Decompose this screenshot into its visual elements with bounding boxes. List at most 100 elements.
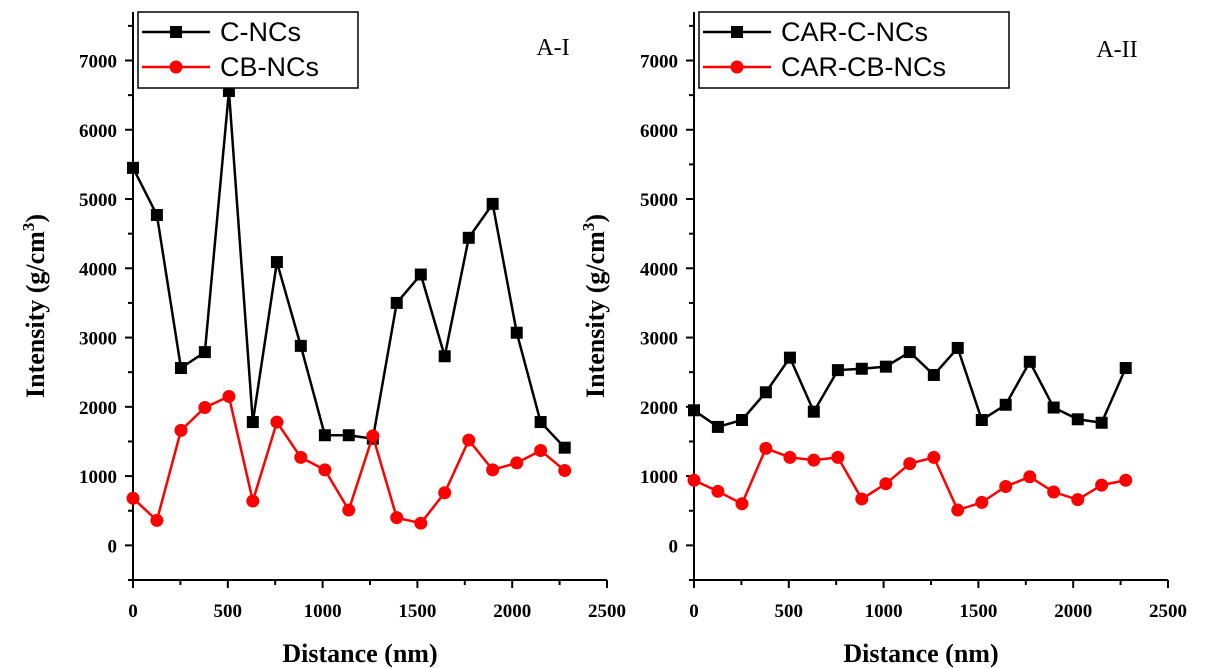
data-point-square [735,413,748,426]
y-tick-label: 5000 [79,190,117,211]
data-point-circle [390,511,404,525]
y-axis-title-superscript: 3 [579,223,598,232]
data-point-circle [366,429,380,443]
data-point-square [510,326,523,339]
data-point-square [1119,362,1132,375]
data-point-square [1095,416,1108,429]
data-point-circle [903,457,917,471]
data-point-circle [951,503,965,517]
data-point-circle [999,479,1013,493]
data-point-square [486,197,499,210]
y-axis-title: Intensity (g/cm3) [19,214,50,398]
data-point-square [903,346,916,359]
data-point-circle [879,477,893,491]
x-tick-label: 1500 [959,601,997,622]
data-point-square [759,386,772,399]
data-point-circle [1071,493,1085,507]
y-tick-label: 1000 [640,467,678,488]
data-point-circle [174,423,188,437]
panel-label: A-I [536,35,569,61]
y-tick-label: 3000 [79,329,117,350]
data-point-square [246,416,259,429]
data-point-circle [975,495,989,509]
data-point-square [318,429,331,442]
x-tick-label: 500 [214,601,243,622]
data-point-circle [342,503,356,517]
data-point-circle [1023,470,1037,484]
y-tick-label: 0 [108,536,118,557]
legend-marker-square [170,26,182,38]
data-point-circle [198,401,212,415]
data-point-square [414,268,427,281]
legend: CAR-C-NCs CAR-CB-NCs [698,11,1010,89]
data-point-circle [807,453,821,467]
y-axis-title-close: ) [581,214,610,223]
data-point-circle [783,450,797,464]
data-point-square [270,256,283,269]
series-car-c-ncs [688,341,1132,433]
data-point-square [150,208,163,221]
series-cb-ncs [126,389,572,530]
legend-label: CAR-CB-NCs [781,52,946,82]
y-tick-label: 1000 [79,467,117,488]
chart-panel-a-ii: 0 1000 2000 3000 4000 5000 6000 7000 0 500 1000 150… [579,11,1187,668]
x-axis-title: Distance (nm) [282,639,437,668]
x-axis-title: Distance (nm) [843,639,998,668]
data-point-circle [534,443,548,457]
data-point-square [711,420,724,433]
series-line [693,345,1127,429]
data-point-square [807,405,820,418]
x-tick-label: 500 [775,601,804,622]
y-tick-label: 6000 [640,121,678,142]
data-point-square [1071,413,1084,426]
legend-label: CAR-C-NCs [781,17,928,47]
data-point-square [688,404,700,417]
data-point-circle [1119,473,1133,487]
y-tick-label: 7000 [79,51,117,72]
data-point-circle [759,441,773,455]
x-tick-label: 2500 [588,601,626,622]
data-point-square [127,161,139,174]
data-point-square [951,341,964,354]
data-point-circle [1095,478,1109,492]
legend-label: CB-NCs [220,52,319,82]
x-tick-label: 0 [689,601,699,622]
data-point-square [462,231,475,244]
data-point-square [174,362,187,375]
y-tick-label: 5000 [640,190,678,211]
legend-label: C-NCs [220,17,301,47]
x-tick-label: 2500 [1149,601,1187,622]
x-tick-label: 2000 [1054,601,1092,622]
y-tick-label: 0 [669,536,679,557]
data-point-circle [1047,485,1061,499]
data-point-circle [558,464,572,478]
legend-marker-circle [169,60,183,74]
legend: C-NCs CB-NCs [137,11,359,89]
data-point-circle [927,450,941,464]
data-point-circle [711,484,725,498]
data-point-circle [510,456,524,470]
data-point-square [927,368,940,381]
y-axis-title-close: ) [21,214,50,223]
legend-box [137,11,359,89]
data-point-circle [222,389,236,403]
data-point-circle [318,463,332,477]
data-point-circle [855,492,869,506]
data-point-square [879,360,892,373]
data-point-square [558,441,571,454]
x-tick-label: 0 [128,601,138,622]
legend-box [698,11,1010,89]
data-point-square [783,351,796,364]
data-point-circle [414,516,428,530]
data-point-square [855,362,868,375]
data-point-square [1047,401,1060,414]
panel-label: A-II [1096,37,1137,63]
x-tick-label: 1000 [304,601,342,622]
y-tick-label: 4000 [79,259,117,280]
y-axis-title-superscript: 3 [19,223,38,232]
legend-marker-square [731,26,743,38]
y-tick-label: 3000 [640,329,678,350]
data-point-square [999,398,1012,411]
y-axis-title: Intensity (g/cm3) [579,214,610,398]
y-axis-title-text: Intensity (g/cm [581,231,610,398]
